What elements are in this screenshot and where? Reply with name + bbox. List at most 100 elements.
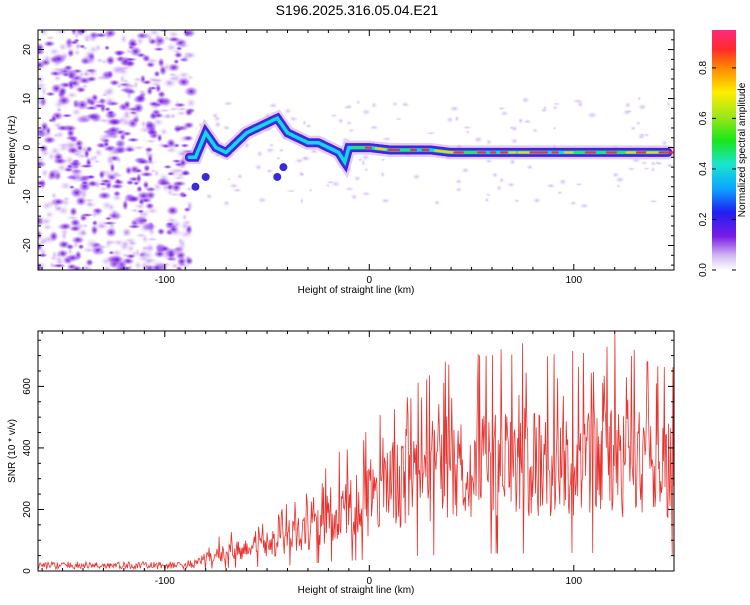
heatmap-blob bbox=[36, 242, 42, 251]
heatmap-blob bbox=[106, 154, 114, 166]
spectrogram-x-label: -100 bbox=[155, 275, 175, 286]
heatmap-blob bbox=[575, 182, 583, 186]
heatmap-blob bbox=[72, 101, 79, 105]
heatmap-blob bbox=[651, 166, 656, 173]
heatmap-blob bbox=[92, 103, 106, 108]
heatmap-blob bbox=[107, 203, 116, 212]
heatmap-blob bbox=[33, 84, 47, 91]
heatmap-blob bbox=[49, 230, 59, 242]
heatmap-blob bbox=[637, 135, 646, 139]
heatmap-blob bbox=[142, 180, 149, 189]
heatmap-blob bbox=[142, 80, 153, 86]
heatmap-blob bbox=[121, 130, 128, 138]
heatmap-blob bbox=[106, 110, 114, 116]
heatmap-blob bbox=[211, 112, 218, 118]
heatmap-blob bbox=[637, 96, 641, 101]
heatmap-blob bbox=[361, 159, 366, 167]
heatmap-blob bbox=[500, 110, 509, 116]
heatmap-blob bbox=[526, 164, 534, 170]
heatmap-blob bbox=[113, 264, 125, 274]
heatmap-blob bbox=[176, 110, 188, 116]
heatmap-blob bbox=[184, 86, 199, 97]
heatmap-blob bbox=[552, 102, 561, 105]
heatmap-blob bbox=[183, 121, 195, 129]
heatmap-blob bbox=[145, 202, 155, 210]
heatmap-blob bbox=[356, 99, 361, 105]
heatmap-blob bbox=[624, 101, 631, 108]
heatmap-blob bbox=[666, 101, 671, 107]
spectrogram-y-label: Frequency (Hz) bbox=[7, 116, 18, 185]
snr-x-label: 100 bbox=[565, 576, 582, 587]
spectrogram-x-label: 100 bbox=[565, 275, 582, 286]
heatmap-blob bbox=[514, 199, 520, 203]
heatmap-blob bbox=[163, 62, 171, 73]
heatmap-blob bbox=[110, 170, 122, 179]
heatmap-blob bbox=[265, 147, 276, 154]
heatmap-blob bbox=[111, 194, 124, 202]
heatmap-blob bbox=[191, 183, 199, 191]
spectrogram-y-label: -10 bbox=[22, 189, 33, 204]
colorbar-gradient bbox=[712, 30, 736, 270]
heatmap-blob bbox=[167, 36, 181, 42]
colorbar-tick-label: 0.4 bbox=[698, 162, 709, 176]
heatmap-blob bbox=[71, 265, 83, 272]
heatmap-blob bbox=[159, 127, 168, 136]
heatmap-blob bbox=[86, 145, 93, 153]
heatmap-blob bbox=[95, 74, 109, 81]
heatmap-blob bbox=[202, 173, 210, 181]
heatmap-blob bbox=[484, 197, 489, 203]
heatmap-blob bbox=[62, 68, 70, 72]
heatmap-blob bbox=[254, 164, 263, 171]
heatmap-blob bbox=[643, 167, 651, 170]
heatmap-blob bbox=[76, 144, 84, 151]
heatmap-blob bbox=[54, 259, 65, 265]
chart-title: S196.2025.316.05.04.E21 bbox=[276, 2, 439, 18]
heatmap-blob bbox=[144, 147, 154, 153]
heatmap-blob bbox=[58, 86, 67, 97]
heatmap-blob bbox=[105, 238, 113, 250]
heatmap-blob bbox=[132, 76, 143, 82]
heatmap-blob bbox=[300, 197, 304, 205]
heatmap-blob bbox=[110, 183, 125, 189]
heatmap-blob bbox=[69, 206, 78, 216]
snr-y-label: 200 bbox=[22, 501, 33, 518]
heatmap-blob bbox=[135, 94, 146, 103]
heatmap-blob bbox=[94, 220, 110, 231]
heatmap-blob bbox=[369, 125, 379, 130]
heatmap-blob bbox=[510, 125, 518, 132]
heatmap-blob bbox=[222, 125, 232, 131]
heatmap-blob bbox=[50, 191, 57, 200]
heatmap-blob bbox=[510, 138, 519, 145]
heatmap-blob bbox=[412, 173, 421, 180]
heatmap-blob bbox=[326, 180, 336, 184]
heatmap-blob bbox=[276, 156, 282, 160]
heatmap-blob bbox=[171, 220, 182, 230]
heatmap-blob bbox=[337, 118, 345, 124]
heatmap-blob bbox=[56, 125, 71, 132]
heatmap-blob bbox=[49, 261, 56, 270]
heatmap-blob bbox=[45, 92, 56, 97]
heatmap-blob bbox=[40, 129, 53, 139]
heatmap-blob bbox=[91, 211, 98, 219]
heatmap-blob bbox=[371, 102, 378, 109]
heatmap-blob bbox=[455, 179, 463, 185]
heatmap-blob bbox=[168, 192, 182, 197]
heatmap-blob bbox=[153, 70, 160, 77]
heatmap-blob bbox=[540, 108, 548, 113]
heatmap-blob bbox=[343, 105, 350, 109]
heatmap-blob bbox=[381, 136, 392, 141]
heatmap-blob bbox=[166, 205, 180, 216]
heatmap-blob bbox=[106, 126, 121, 134]
heatmap-blob bbox=[45, 210, 55, 219]
heatmap-blob bbox=[401, 101, 411, 108]
colorbar-tick-label: 0.2 bbox=[698, 212, 709, 226]
heatmap-blob bbox=[174, 99, 180, 109]
heatmap-blob bbox=[268, 102, 278, 109]
heatmap-blob bbox=[86, 199, 92, 208]
heatmap-blob bbox=[227, 177, 231, 181]
heatmap-blob bbox=[75, 113, 90, 123]
heatmap-blob bbox=[184, 30, 191, 37]
heatmap-blob bbox=[353, 175, 361, 182]
